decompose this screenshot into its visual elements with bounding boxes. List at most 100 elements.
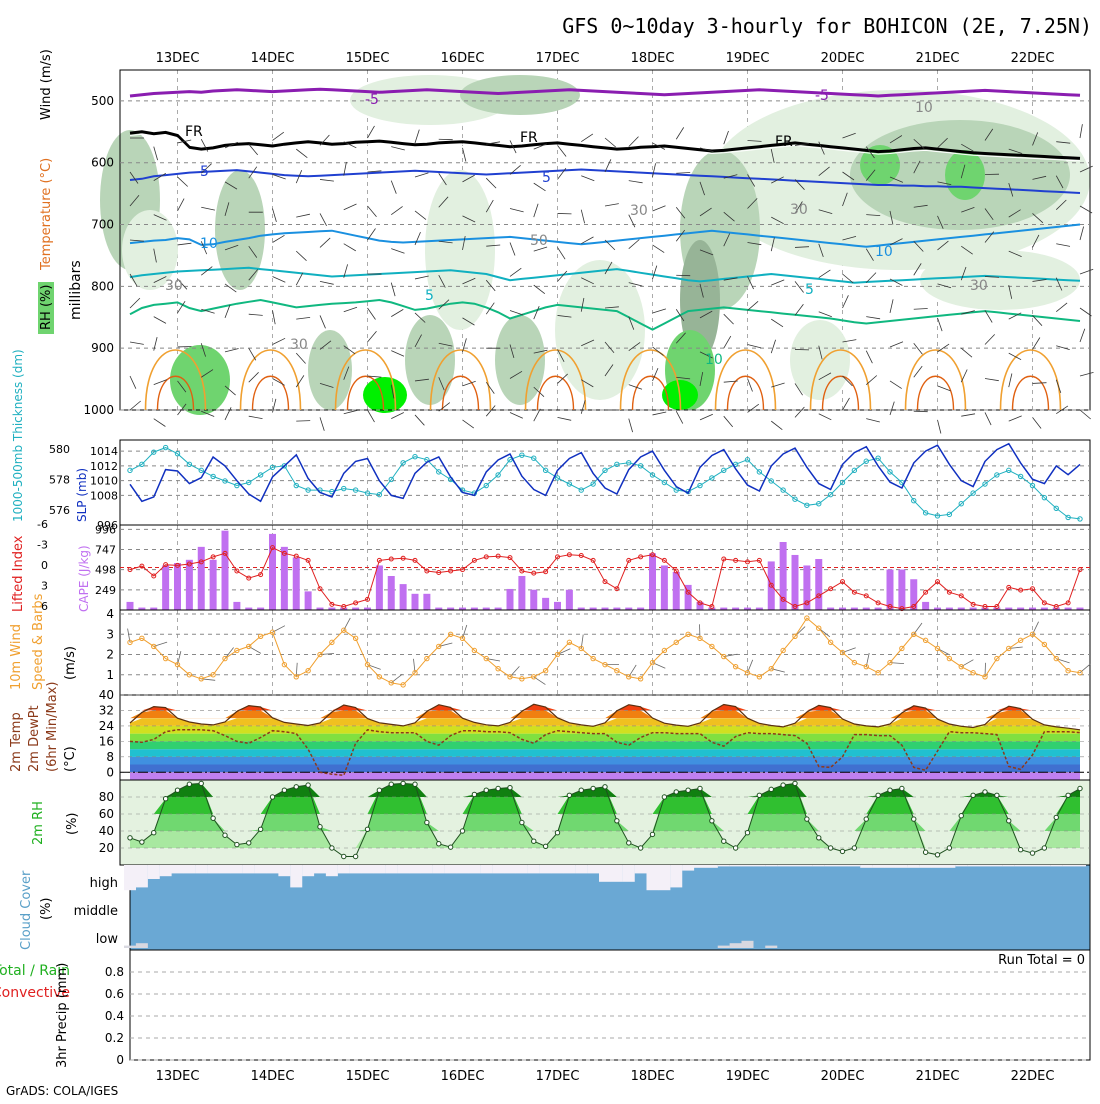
cape-bar — [400, 584, 407, 610]
cloud-high-bar — [682, 865, 694, 871]
rh-point — [1007, 819, 1011, 823]
wind-barb — [368, 410, 375, 422]
rh-point — [484, 788, 488, 792]
wind-barb — [320, 281, 334, 284]
wind-barb — [676, 173, 690, 174]
rh-point — [638, 846, 642, 850]
rh-point — [235, 842, 239, 846]
cloud-high-bar — [599, 865, 611, 882]
wind-barb — [890, 299, 893, 313]
cloud-high-bar — [979, 865, 991, 866]
wind-barb — [320, 238, 330, 248]
cloud-high-bar — [504, 865, 516, 873]
wind-barb — [391, 206, 402, 214]
wind-barb — [130, 401, 141, 410]
rh-ylabel: 2m RH — [31, 801, 46, 845]
cloud-high-bar — [753, 865, 765, 866]
rh-point — [698, 786, 702, 790]
warm-contour — [716, 350, 776, 410]
wind-barb — [296, 421, 310, 422]
wind-barb — [961, 348, 972, 357]
rh-point — [1030, 851, 1034, 855]
rh-point — [627, 841, 631, 845]
rh-shading — [555, 260, 645, 400]
contour-label: 5 — [425, 288, 434, 304]
wind-barb — [985, 412, 991, 425]
cloud-high-bar — [278, 865, 290, 876]
cloud-high-bar — [884, 865, 896, 868]
wind-barb — [629, 385, 642, 390]
cloud-low-bar — [136, 943, 148, 948]
day-label-top: 20DEC — [821, 51, 865, 66]
contour-label: 5 — [200, 164, 209, 180]
rh-point — [579, 788, 583, 792]
cloud-high-bar — [326, 865, 338, 876]
cape-bar — [910, 579, 917, 610]
precip-run-total: Run Total = 0 — [998, 953, 1085, 968]
wind-barb — [1009, 416, 1022, 421]
cloud-high-bar — [658, 865, 670, 890]
cloud-high-bar — [362, 865, 374, 873]
day-label-bottom: 13DEC — [156, 1069, 200, 1084]
rh-tick: 80 — [99, 790, 114, 804]
day-label-bottom: 18DEC — [631, 1069, 675, 1084]
cloud-high-bar — [243, 865, 255, 873]
rh-point — [805, 817, 809, 821]
wind-barb — [1056, 244, 1070, 247]
wind-barb — [510, 268, 521, 276]
cape-bar — [661, 565, 668, 610]
cloud-high-bar — [670, 865, 682, 887]
rh-point — [377, 788, 381, 792]
rh-point — [603, 785, 607, 789]
cloud-high-bar — [587, 865, 599, 873]
cloud-high-bar — [694, 865, 706, 868]
upper-ylabel-rh: RH (%) — [39, 285, 54, 330]
wind-barb — [985, 378, 999, 380]
rh-point — [1054, 815, 1058, 819]
cloud-high-bar — [837, 865, 849, 866]
contour-label: 5 — [542, 170, 551, 186]
rh-point — [163, 797, 167, 801]
wind-barb — [415, 130, 419, 143]
rh-point — [437, 842, 441, 846]
wind-barb — [581, 400, 585, 413]
cloud-ylabel: Cloud Cover — [19, 870, 34, 950]
wind-barb — [273, 235, 285, 242]
cloud-high-bar — [991, 865, 1003, 866]
contour-label: 30 — [290, 337, 308, 353]
wind-barb — [748, 404, 759, 412]
rh-point — [342, 854, 346, 858]
cloud-high-bar — [1027, 865, 1039, 866]
rh-point — [555, 831, 559, 835]
wind-barb — [866, 317, 880, 319]
rh-point — [888, 788, 892, 792]
rh-point — [959, 814, 963, 818]
cloud-high-bar — [540, 865, 552, 873]
contour-label: 10 — [915, 100, 933, 116]
contour-label: FR — [520, 130, 538, 146]
contour-label: 30 — [630, 203, 648, 219]
contour-label: -5 — [815, 88, 829, 104]
cloud-high-bar — [623, 865, 635, 882]
wind-barb — [558, 247, 566, 259]
wind-barb — [1080, 372, 1094, 376]
temp-band — [130, 772, 1080, 780]
wind-ylabel-1: 10m Wind — [9, 624, 24, 690]
rh-point — [365, 827, 369, 831]
rh-point — [995, 793, 999, 797]
rh-point — [769, 787, 773, 791]
wind-barb — [581, 210, 584, 224]
wind-barb — [890, 342, 903, 347]
upper-ylabel-unit: millibars — [68, 260, 84, 320]
day-label-top: 21DEC — [916, 51, 960, 66]
contour-label: 10 — [705, 352, 723, 368]
warm-contour — [906, 350, 966, 410]
wind-barb — [201, 207, 215, 210]
wind-barb — [653, 245, 665, 253]
wind-barb — [653, 412, 667, 415]
wind-ylabel-3: (m/s) — [63, 646, 78, 680]
thickness-tick: 576 — [49, 504, 70, 517]
wind-barb — [534, 204, 538, 217]
rh-point — [520, 820, 524, 824]
pressure-tick: 500 — [91, 94, 114, 108]
